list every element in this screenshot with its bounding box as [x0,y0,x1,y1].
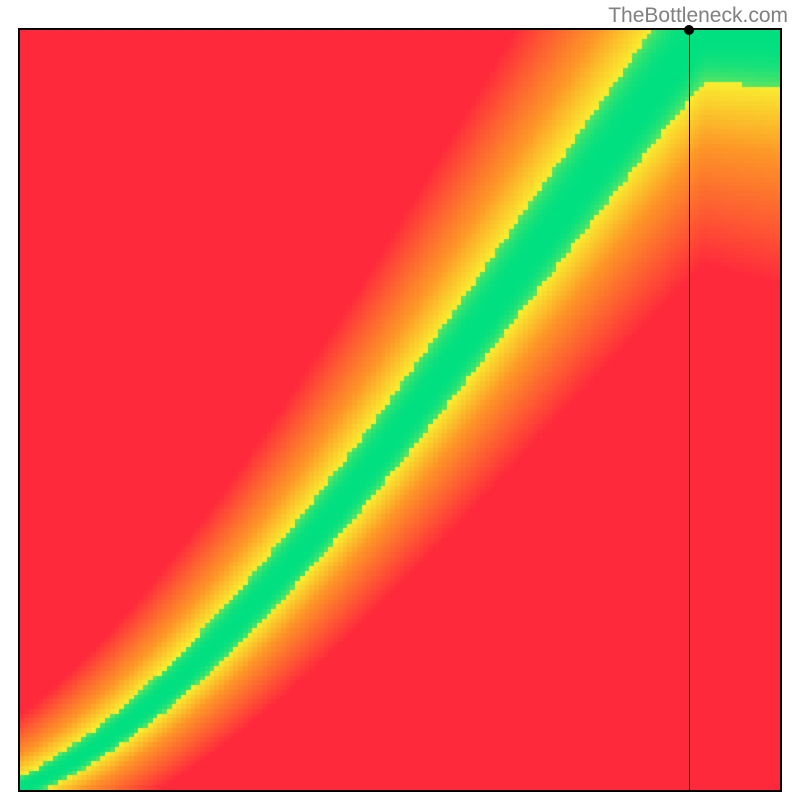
plot-frame [18,28,782,792]
vertical-marker-line [689,30,690,790]
watermark-text: TheBottleneck.com [608,4,788,28]
chart-container: TheBottleneck.com [0,0,800,800]
